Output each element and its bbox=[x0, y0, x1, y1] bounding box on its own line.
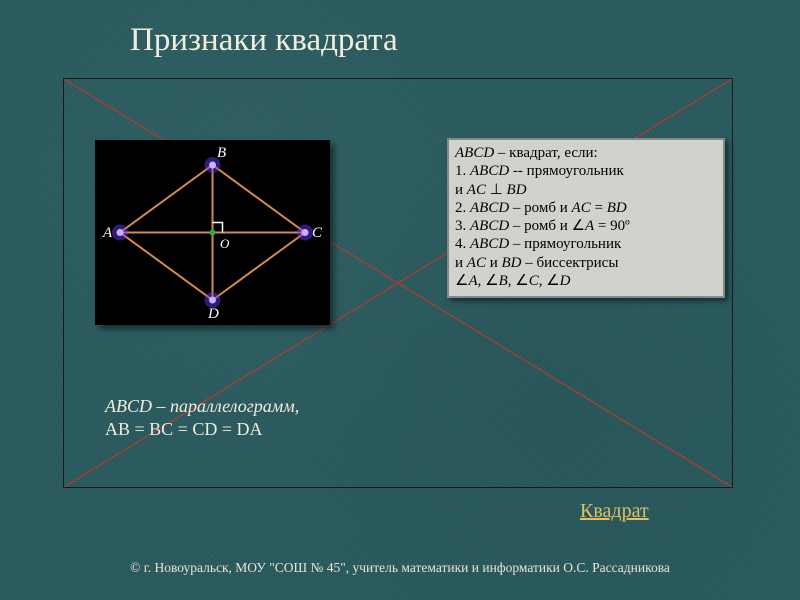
vertex-label-B: B bbox=[217, 145, 226, 161]
rhombus-diagram: A B C D O bbox=[95, 140, 330, 325]
vertex-label-C: C bbox=[312, 225, 323, 241]
diagram-caption: ABCD – параллелограмм, AB = BC = CD = DA bbox=[105, 395, 299, 442]
caption-line1: ABCD – параллелограмм, bbox=[105, 395, 299, 418]
caption-line2: AB = BC = CD = DA bbox=[105, 418, 299, 441]
vertex-label-D: D bbox=[207, 306, 219, 322]
center-label-O: O bbox=[220, 236, 230, 251]
vertex-label-A: A bbox=[102, 225, 113, 241]
rule-4: 4. ABCD – прямоугольник и AC и BD – бисс… bbox=[455, 235, 717, 290]
rule-2: 2. ABCD – ромб и AC = BD bbox=[455, 199, 717, 217]
page-title: Признаки квадрата bbox=[130, 22, 398, 59]
square-link[interactable]: Квадрат bbox=[580, 500, 649, 523]
rule-3: 3. ABCD – ромб и ∠A = 90º bbox=[455, 217, 717, 235]
rules-box: ABCD – квадрат, если: 1. ABCD -- прямоуг… bbox=[447, 138, 725, 298]
footer-credit: © г. Новоуральск, МОУ "СОШ № 45", учител… bbox=[0, 560, 800, 576]
rule-1: 1. ABCD -- прямоугольник и AC ⊥ BD bbox=[455, 162, 717, 199]
rules-heading: ABCD – квадрат, если: bbox=[455, 144, 717, 162]
